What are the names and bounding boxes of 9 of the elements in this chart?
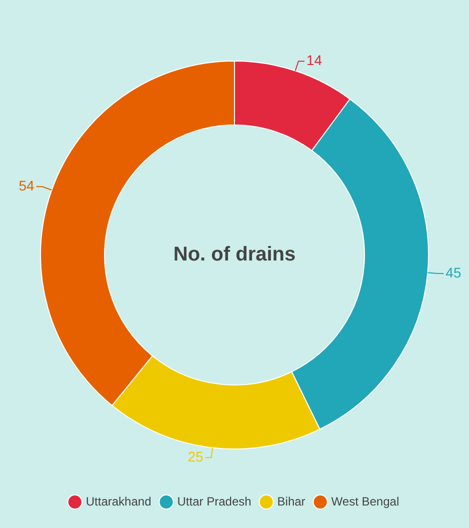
legend-label: West Bengal xyxy=(331,494,400,508)
legend-label: Uttar Pradesh xyxy=(177,494,252,508)
data-label: 54 xyxy=(18,178,34,194)
data-label: 14 xyxy=(306,52,322,68)
legend-label: Bihar xyxy=(277,494,306,508)
text: No. of drains xyxy=(173,244,296,266)
legend-label: Uttarakhand xyxy=(86,494,152,508)
data-label: 25 xyxy=(188,448,204,465)
data-label: 45 xyxy=(446,264,462,280)
